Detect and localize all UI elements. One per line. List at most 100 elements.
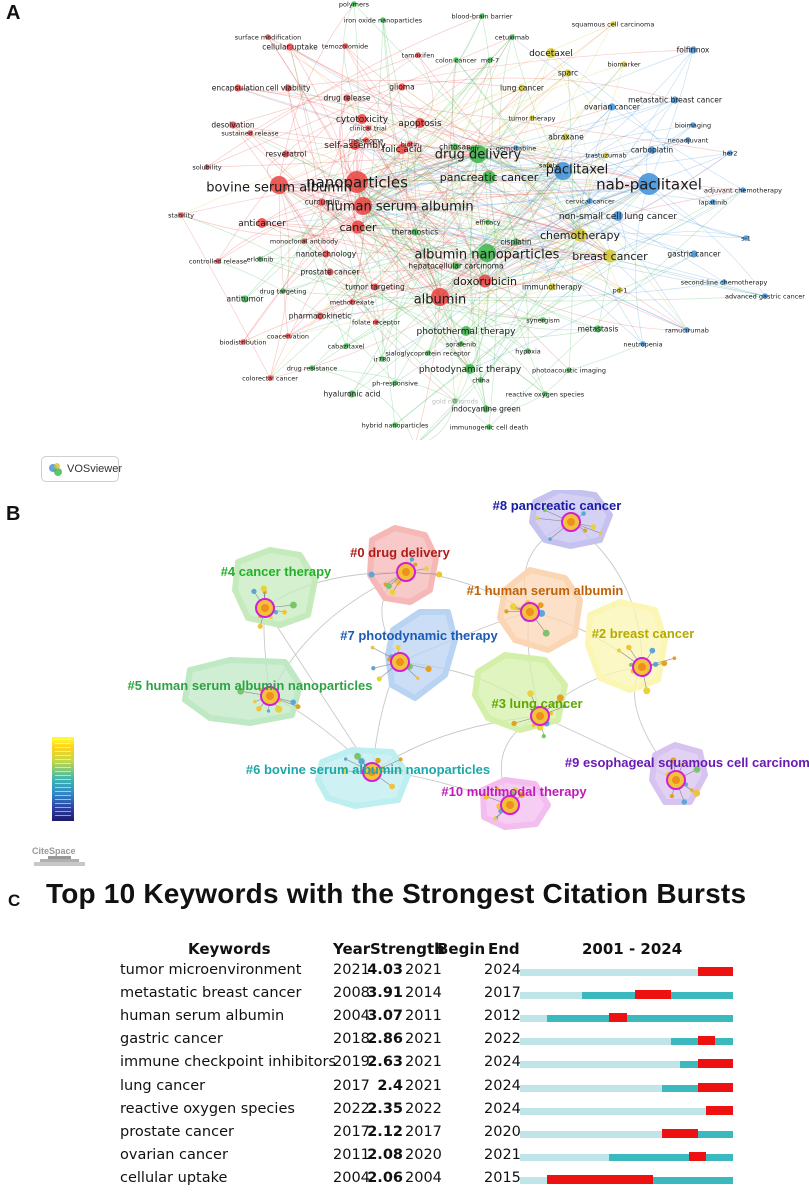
network-edge <box>465 183 650 332</box>
network-edge <box>365 59 491 141</box>
network-edge <box>339 97 359 228</box>
node-label: safety <box>539 161 559 169</box>
node-stability <box>178 212 184 218</box>
network-edge <box>362 153 479 207</box>
cluster-node <box>527 690 534 697</box>
node-photothermal-therapy <box>461 326 471 336</box>
strength-cell: 2.12 <box>367 1123 403 1140</box>
node-efficacy <box>485 219 491 225</box>
network-edge <box>484 215 619 282</box>
cluster-node <box>680 762 685 767</box>
burst-row: metastatic breast cancer 2008 3.91 2014 2017 <box>0 985 809 1008</box>
timeline-inactive-segment <box>520 1153 609 1161</box>
network-edge <box>477 36 513 155</box>
network-edge <box>269 280 486 379</box>
node-sustained-release <box>247 130 253 136</box>
network-edge <box>287 234 581 337</box>
network-edge <box>356 181 581 236</box>
node-pharmacokinetic <box>316 312 324 320</box>
network-edge <box>589 49 694 202</box>
network-edge <box>329 271 456 402</box>
network-edge <box>356 181 441 298</box>
network-edge <box>261 153 479 224</box>
node-label: indocyanine green <box>451 405 521 414</box>
network-edge <box>374 153 479 288</box>
cluster-node <box>290 699 296 706</box>
keyword-cell: tumor microenvironment <box>120 962 302 978</box>
network-edge <box>401 148 462 345</box>
end-cell: 2020 <box>484 1123 521 1140</box>
node-label: curcumin <box>305 198 340 207</box>
node-label: sialoglycoprotein receptor <box>386 349 471 357</box>
node-indocyanine-green <box>482 405 490 413</box>
node-label: carboplatin <box>631 146 674 155</box>
node-solubility <box>204 164 210 170</box>
network-edge <box>465 328 599 338</box>
year-cell: 2004 <box>333 1169 370 1186</box>
network-edge <box>477 153 581 236</box>
node-label: ph-responsive <box>372 379 418 387</box>
network-edge <box>237 87 369 129</box>
col-header-strength: Strength <box>370 940 445 958</box>
begin-cell: 2014 <box>405 985 442 1002</box>
network-edge <box>357 176 490 228</box>
network-edge <box>362 205 471 370</box>
node-label: cancer <box>339 221 377 234</box>
node-label: hypoxia <box>515 347 541 355</box>
network-edge <box>484 280 688 331</box>
network-edge <box>357 59 491 228</box>
network-edge <box>481 15 493 178</box>
network-edge <box>261 183 650 224</box>
node-label: theranostics <box>392 228 438 237</box>
burst-row: reactive oxygen species 2022 2.35 2022 2024 <box>0 1101 809 1124</box>
cluster-node <box>253 699 257 704</box>
network-edge <box>362 205 488 254</box>
citespace-cluster-map: #0 drug delivery #1 human serum albumin #2… <box>128 490 809 830</box>
network-edge <box>472 145 650 185</box>
network-edge <box>311 170 564 369</box>
network-edge <box>562 49 694 172</box>
network-edge <box>244 36 513 300</box>
network-edge <box>354 144 486 282</box>
node-label: folfirinox <box>677 46 710 55</box>
network-edge <box>484 183 650 282</box>
network-edge <box>439 170 564 298</box>
network-edge <box>415 296 441 440</box>
cluster-node <box>536 724 544 731</box>
network-edge <box>428 400 456 440</box>
node-cellular-uptake <box>286 43 294 51</box>
cluster-7: #7 photodynamic therapy <box>340 609 499 701</box>
network-edge <box>237 87 731 154</box>
node-label: second-line chemotherapy <box>681 278 768 286</box>
cluster-node <box>295 704 301 710</box>
network-edge <box>357 49 694 228</box>
node-her2 <box>727 150 733 156</box>
network-edge <box>414 231 441 298</box>
network-edge <box>374 72 569 288</box>
node-docetaxel <box>546 48 556 58</box>
network-edge <box>484 106 613 282</box>
network-edge <box>480 170 564 381</box>
node-nanotechnology <box>322 250 330 258</box>
network-edge <box>206 15 483 168</box>
node-label: human serum albumin <box>326 200 473 215</box>
network-edge <box>439 183 650 298</box>
cluster-label: #6 bovine serum albumin nanoparticles <box>246 762 490 777</box>
cluster-node <box>340 767 348 775</box>
network-edge <box>394 183 650 384</box>
node-cetuximab <box>509 34 515 40</box>
timeline-inactive-segment <box>520 1015 547 1023</box>
network-edge <box>362 176 490 209</box>
node-label: monoclonal antibody <box>270 237 338 245</box>
node-self-assembly <box>350 140 360 150</box>
node-theranostics <box>411 228 419 236</box>
cluster-hub-core <box>396 658 404 666</box>
node-folfirinox <box>689 46 697 54</box>
node-label: cellular uptake <box>262 43 318 52</box>
node-tumor-therapy <box>529 115 535 121</box>
network-edge <box>278 184 289 337</box>
network-edge <box>478 252 488 410</box>
network-edge <box>180 214 429 354</box>
burst-segment <box>688 1151 707 1161</box>
network-edge <box>409 143 695 255</box>
